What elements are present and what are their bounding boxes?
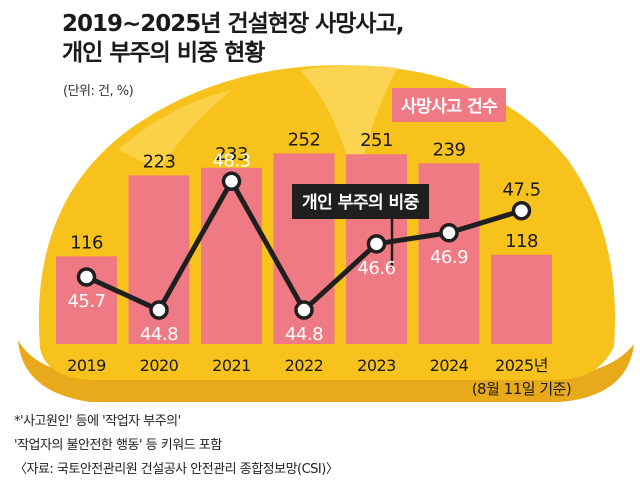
- bar-value-label: 118: [505, 231, 538, 252]
- helmet-brim: [18, 340, 634, 402]
- line-point-2021: [221, 171, 242, 192]
- chart-title-line-2: 개인 부주의 비중 현황: [62, 40, 265, 66]
- legend-bar-series: 사망사고 건수: [392, 88, 507, 122]
- line-point-2020: [149, 300, 169, 320]
- line-value-label: 44.8: [140, 324, 178, 345]
- x-tick-label: 2025년: [495, 356, 548, 375]
- footnote-source: 〈자료: 국토안전관리원 건설공사 안전관리 종합정보망(CSI)〉: [14, 462, 339, 477]
- line-value-label: 44.8: [285, 324, 323, 345]
- line-point-2023: [366, 234, 387, 254]
- footnote-2: '작업자의 불안전한 행동' 등 키워드 포함: [14, 438, 222, 453]
- labels-layer: 116 2019 223 2020 233 2021 252 2022 251 2023 239 20…: [67, 129, 572, 398]
- bar-value-label: 116: [70, 232, 103, 253]
- line-value-label: 46.9: [430, 247, 468, 268]
- x-tick-label: 2024: [430, 356, 469, 375]
- x-tick-label: 2019: [67, 356, 106, 375]
- line-point-2022: [294, 300, 314, 320]
- bar-value-label: 251: [360, 130, 393, 151]
- legend-line-series: 개인 부주의 비중: [292, 184, 429, 219]
- chart-title-line-1: 2019~2025년 건설현장 사망사고,: [62, 11, 404, 37]
- line-value-label: 47.5: [502, 180, 540, 201]
- bar-value-label: 223: [143, 151, 176, 172]
- x-tick-label: 2021: [212, 356, 251, 375]
- line-value-label: 48.3: [212, 150, 250, 171]
- bar-value-label: 252: [288, 129, 321, 150]
- line-point-2025년: [511, 200, 532, 221]
- x-tick-label: 2022: [285, 356, 324, 375]
- line-value-label: 46.6: [357, 258, 395, 279]
- x-tick-note: (8월 11일 기준): [472, 380, 572, 398]
- chart-title: 2019~2025년 건설현장 사망사고, 개인 부주의 비중 현황: [62, 10, 404, 68]
- bar-2025년: [491, 254, 552, 344]
- line-point-2024: [439, 223, 459, 243]
- bar-value-label: 239: [433, 139, 466, 160]
- line-value-label: 45.7: [67, 291, 105, 312]
- bar-value-label: 233: [215, 144, 248, 165]
- bar-2021: [201, 167, 262, 344]
- x-tick-label: 2023: [357, 356, 396, 375]
- footnote-1: *'사고원인' 등에 '작업자 부주의': [14, 414, 181, 429]
- helmet-ridge: [300, 65, 398, 190]
- unit-note: (단위: 건, %): [63, 84, 134, 99]
- x-tick-label: 2020: [140, 356, 179, 375]
- helmet-highlight: [118, 90, 232, 170]
- line-point-2019: [76, 267, 97, 287]
- line-layer: [76, 171, 532, 320]
